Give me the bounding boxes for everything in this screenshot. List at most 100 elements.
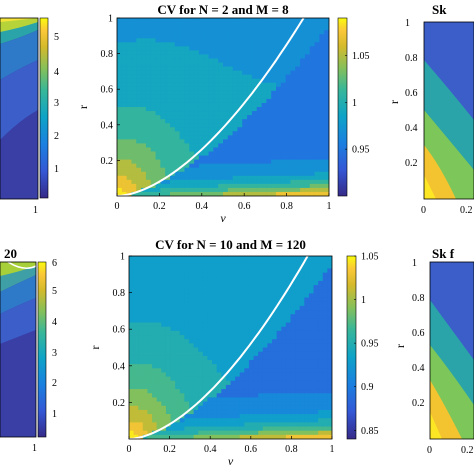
contour-cell xyxy=(225,285,232,290)
contour-cell xyxy=(133,405,139,411)
contour-cell xyxy=(239,355,245,361)
contour-cell xyxy=(141,115,147,120)
contour-cell xyxy=(304,151,311,157)
contour-cell xyxy=(235,393,241,399)
contour-cell xyxy=(322,339,328,344)
left-partial-top-colorbar-strip xyxy=(39,17,49,199)
contour-cell xyxy=(193,364,199,369)
contour-cell xyxy=(221,343,227,349)
contour-cell xyxy=(304,293,310,299)
contour-cell xyxy=(276,167,282,173)
contour-cell xyxy=(152,314,158,319)
contour-cell xyxy=(271,147,277,153)
contour-cell xyxy=(266,62,272,68)
contour-cell xyxy=(237,159,243,165)
contour-cell xyxy=(194,66,200,72)
contour-cell xyxy=(318,430,324,436)
contour-cell xyxy=(285,167,292,173)
contour-cell xyxy=(194,119,200,124)
contour-cell xyxy=(299,322,305,328)
contour-cell xyxy=(145,187,152,193)
contour-cell xyxy=(212,355,218,361)
contour-cell xyxy=(203,26,210,31)
contour-cell xyxy=(295,401,301,407)
contour-cell xyxy=(248,318,255,324)
contour-cell xyxy=(141,131,147,136)
contour-cell xyxy=(184,393,190,399)
contour-cell xyxy=(276,351,282,357)
contour-cell xyxy=(258,256,264,261)
contour-cell xyxy=(188,260,195,265)
contour-cell xyxy=(147,347,153,353)
contour-cell xyxy=(237,46,243,51)
contour-cell xyxy=(244,260,250,265)
contour-cell xyxy=(221,376,227,382)
contour-cell xyxy=(184,155,190,161)
contour-cell xyxy=(313,310,319,315)
contour-cell xyxy=(194,143,200,149)
contour-cell xyxy=(261,94,267,100)
contour-cell xyxy=(218,131,224,136)
contour-cell xyxy=(295,310,301,315)
contour-cell xyxy=(121,86,128,92)
contour-cell xyxy=(223,167,229,173)
contour-cell xyxy=(295,82,301,88)
contour-cell xyxy=(136,22,142,27)
contour-cell xyxy=(262,343,269,349)
contour-cell xyxy=(324,127,329,132)
contour-cell xyxy=(184,276,190,282)
contour-cell xyxy=(165,409,172,415)
contour-cell xyxy=(237,34,243,39)
contour-cell xyxy=(290,297,296,303)
contour-cell xyxy=(131,159,137,165)
contour-cell xyxy=(184,46,190,51)
contour-cell xyxy=(170,339,176,344)
contour-cell xyxy=(138,364,144,369)
contour-cell xyxy=(203,159,210,165)
contour-cell xyxy=(184,34,190,39)
contour-cell xyxy=(314,167,320,173)
contour-cell xyxy=(131,171,137,177)
contour-cell xyxy=(327,343,332,349)
contour-cell xyxy=(212,422,218,428)
contour-cell xyxy=(261,62,267,68)
contour-cell xyxy=(313,256,319,261)
contour-cell xyxy=(117,26,123,31)
contour-cell xyxy=(253,376,259,382)
contour-cell xyxy=(258,364,264,369)
contour-cell xyxy=(156,343,162,349)
contour-cell xyxy=(299,372,305,378)
contour-cell xyxy=(142,289,149,295)
contour-cell xyxy=(198,163,205,169)
contour-cell xyxy=(266,187,272,193)
contour-cell xyxy=(184,119,190,124)
contour-cell xyxy=(239,305,245,311)
contour-cell xyxy=(318,280,324,286)
contour-cell xyxy=(232,167,239,173)
contour-cell xyxy=(304,339,310,344)
contour-cell xyxy=(324,123,329,128)
contour-cell xyxy=(235,272,241,278)
contour-cell xyxy=(235,372,241,378)
contour-cell xyxy=(145,82,152,88)
highlight-contour-line xyxy=(117,18,305,196)
contour-cell xyxy=(174,159,181,165)
contour-cell xyxy=(308,409,315,415)
contour-cell xyxy=(314,115,320,120)
contour-cell xyxy=(147,401,153,407)
contour-cell xyxy=(174,123,181,128)
contour-cell xyxy=(280,139,287,145)
contour-cell xyxy=(309,155,316,161)
contour-cell xyxy=(271,54,277,60)
contour-cell xyxy=(145,123,152,128)
contour-cell xyxy=(184,115,190,120)
contour-cell xyxy=(232,22,239,27)
contour-cell xyxy=(230,335,236,340)
contour-cell xyxy=(227,34,234,39)
contour-cell xyxy=(170,159,176,165)
contour-cell xyxy=(138,330,144,336)
contour-cell xyxy=(141,94,147,100)
contour-cell xyxy=(237,167,243,173)
contour-cell xyxy=(193,430,199,436)
contour-cell xyxy=(133,414,139,419)
